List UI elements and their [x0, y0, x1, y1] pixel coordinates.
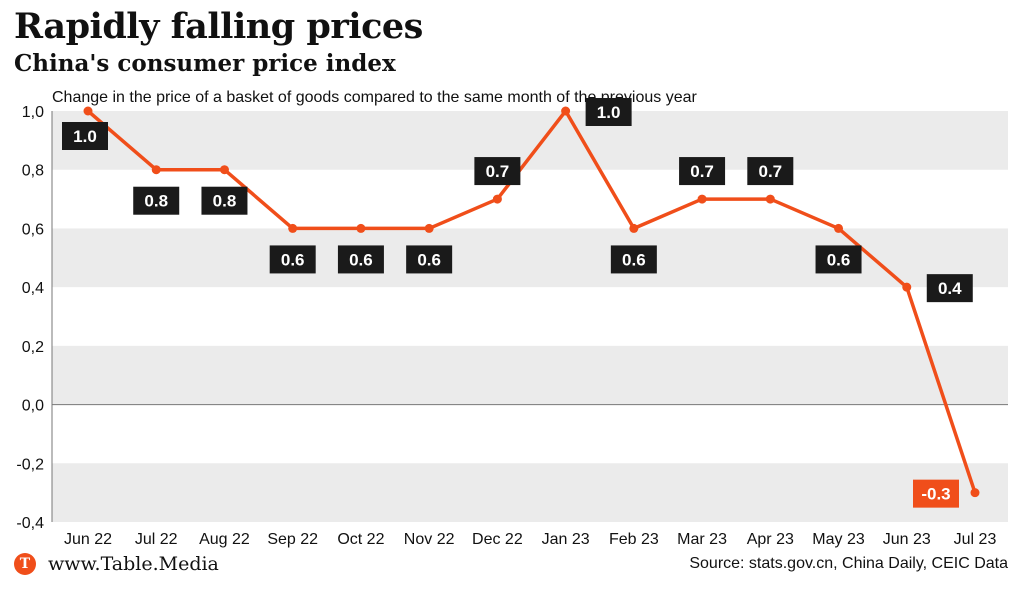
- line-chart: 1,0 0,8 0,6 0,4 0,2 0,0 -0,2 -0,4 Jun 22 Jul 22 Au…: [16, 98, 1008, 548]
- x-tick-label: Jul 22: [135, 531, 178, 548]
- grid-band: [52, 463, 1008, 522]
- y-axis-note: Change in the price of a basket of goods…: [52, 89, 697, 106]
- x-tick-label: Jun 23: [883, 531, 931, 548]
- data-label: 0.7: [758, 162, 782, 181]
- data-label: 0.6: [622, 250, 646, 269]
- chart-title: Rapidly falling prices: [14, 6, 423, 47]
- data-label-box: [406, 245, 453, 274]
- data-label-box: [610, 245, 657, 274]
- x-tick-label: Aug 22: [199, 531, 250, 548]
- data-label-box: [62, 122, 108, 150]
- x-tick-label: Jun 22: [64, 531, 112, 548]
- x-tick-label: Dec 22: [472, 531, 523, 548]
- data-label-box: [269, 245, 316, 274]
- data-label: 0.7: [690, 162, 714, 181]
- grid-band: [52, 111, 1008, 170]
- data-label-box: [585, 98, 632, 126]
- data-label-box: [337, 245, 384, 274]
- data-label: 0.4: [938, 279, 962, 298]
- y-tick-label: 0,0: [22, 398, 44, 415]
- brand[interactable]: T www.Table.Media: [14, 553, 219, 575]
- x-tick-label: Mar 23: [677, 531, 727, 548]
- data-point: [83, 106, 93, 116]
- y-tick-label: -0,2: [16, 456, 44, 473]
- data-label-box: [474, 157, 521, 186]
- data-point: [424, 223, 434, 233]
- grid-band: [52, 345, 1008, 405]
- data-point: [629, 223, 639, 233]
- data-label: 0.7: [486, 162, 510, 181]
- x-tick-label: Nov 22: [404, 531, 455, 548]
- chart-subtitle: China's consumer price index: [14, 50, 396, 77]
- data-label: 0.6: [349, 250, 373, 269]
- data-label: 0.6: [827, 250, 851, 269]
- data-point: [151, 165, 161, 175]
- x-tick-label: Apr 23: [747, 531, 794, 548]
- data-label: 0.8: [213, 192, 237, 211]
- data-point: [492, 194, 502, 204]
- data-label: 1.0: [597, 103, 621, 122]
- x-tick-label: Jul 23: [954, 531, 997, 548]
- data-point: [902, 282, 912, 292]
- data-label: -0.3: [921, 485, 950, 504]
- y-tick-label: 0,4: [22, 280, 44, 297]
- data-label-box: [679, 157, 726, 186]
- x-tick-label: Jan 23: [542, 531, 590, 548]
- source-note: Source: stats.gov.cn, China Daily, CEIC …: [689, 555, 1008, 572]
- y-tick-label: 0,8: [22, 163, 44, 180]
- data-point: [765, 194, 775, 204]
- table-media-logo-icon: T: [14, 553, 36, 575]
- data-point: [288, 223, 298, 233]
- data-point: [561, 106, 571, 116]
- data-label: 0.6: [417, 250, 441, 269]
- data-label-box: [133, 186, 180, 215]
- data-label-box: [926, 274, 973, 303]
- grid-band: [52, 228, 1008, 288]
- y-tick-label: 0,6: [22, 221, 44, 238]
- data-point: [970, 488, 980, 498]
- x-tick-label: May 23: [812, 531, 865, 548]
- data-point: [356, 223, 366, 233]
- data-label-box: [815, 245, 862, 274]
- data-point: [697, 194, 707, 204]
- data-label-box: [201, 186, 248, 215]
- data-label: 0.6: [281, 250, 305, 269]
- y-tick-label: -0,4: [16, 515, 44, 532]
- series-line: [86, 109, 977, 495]
- y-tick-label: 0,2: [22, 339, 44, 356]
- data-label: 1.0: [73, 127, 97, 146]
- x-tick-label: Oct 22: [337, 531, 384, 548]
- data-label: 0.8: [144, 192, 168, 211]
- y-tick-label: 1,0: [22, 104, 44, 121]
- data-label-box: [747, 157, 794, 186]
- data-point: [834, 223, 844, 233]
- data-point: [219, 165, 229, 175]
- data-label-box: [913, 479, 959, 508]
- site-url[interactable]: www.Table.Media: [48, 553, 219, 575]
- x-tick-label: Sep 22: [267, 531, 318, 548]
- x-tick-label: Feb 23: [609, 531, 659, 548]
